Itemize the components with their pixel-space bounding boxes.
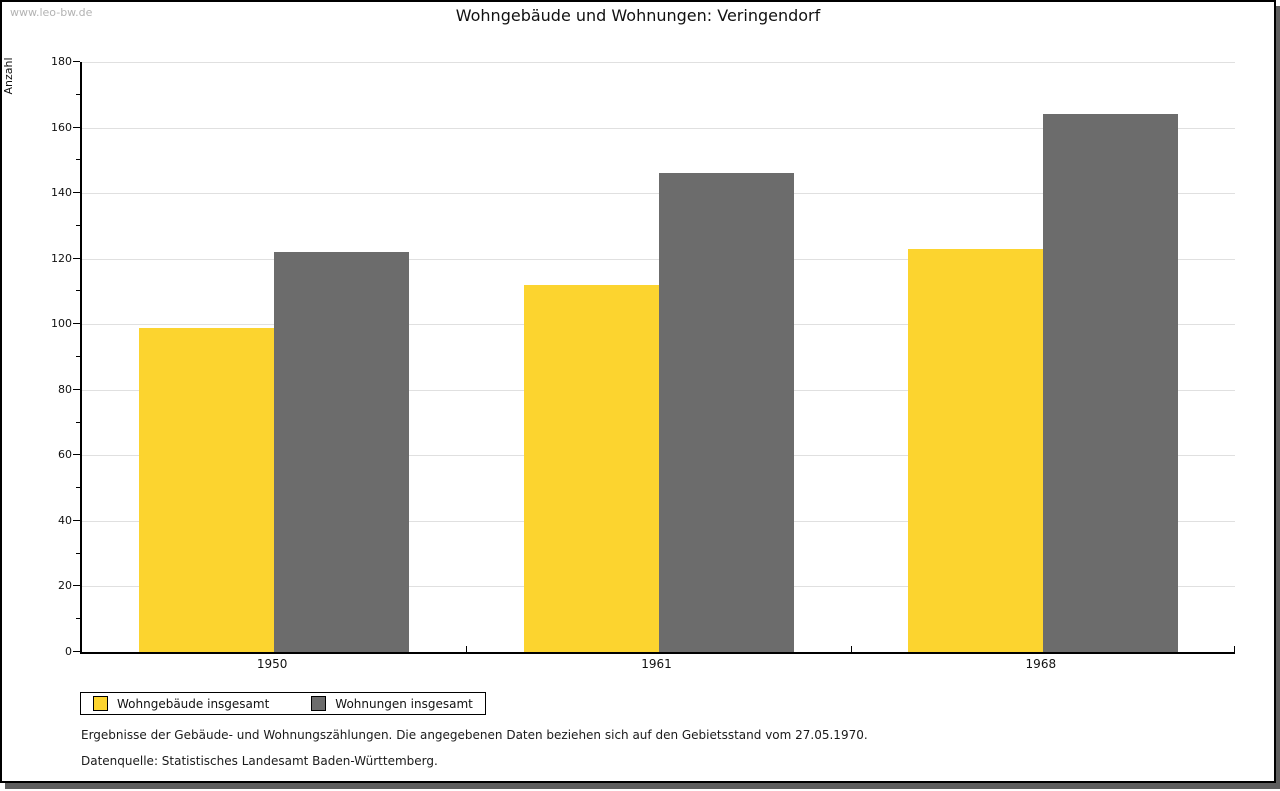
bar-wohnungen-1950 bbox=[274, 252, 410, 652]
x-boundary-tick-3 bbox=[1234, 646, 1235, 652]
y-minor-tick-130 bbox=[76, 224, 80, 226]
x-tick-label-1968: 1968 bbox=[1025, 657, 1057, 671]
legend-item-1: Wohngebäude insgesamt bbox=[93, 696, 269, 711]
chart-title: Wohngebäude und Wohnungen: Veringendorf bbox=[455, 6, 821, 25]
y-tick-20 bbox=[73, 585, 80, 587]
legend-swatch-2 bbox=[311, 696, 327, 711]
y-tick-label-100: 100 bbox=[51, 317, 72, 331]
y-tick-100 bbox=[73, 323, 80, 325]
y-tick-label-60: 60 bbox=[58, 448, 72, 462]
y-tick-label-80: 80 bbox=[58, 382, 72, 396]
y-minor-tick-50 bbox=[76, 487, 80, 489]
x-tick-label-1950: 1950 bbox=[256, 657, 288, 671]
x-boundary-tick-2 bbox=[850, 646, 852, 652]
legend: Wohngebäude insgesamt Wohnungen insgesamt bbox=[80, 692, 486, 715]
plot-area bbox=[80, 62, 1235, 654]
legend-label-1: Wohngebäude insgesamt bbox=[117, 696, 270, 711]
x-tick-label-1961: 1961 bbox=[641, 657, 672, 671]
y-minor-tick-10 bbox=[76, 618, 80, 620]
footer-note: Ergebnisse der Gebäude- und Wohnungszähl… bbox=[81, 728, 868, 742]
y-tick-160 bbox=[73, 126, 80, 128]
y-minor-tick-30 bbox=[76, 552, 80, 554]
bar-wohnungen-1961 bbox=[658, 173, 794, 652]
y-minor-tick-110 bbox=[76, 290, 80, 292]
y-minor-tick-150 bbox=[76, 159, 80, 161]
y-axis-label: Anzahl bbox=[2, 57, 15, 95]
y-minor-tick-90 bbox=[76, 356, 80, 357]
watermark-text: www.leo-bw.de bbox=[10, 6, 93, 19]
legend-label-2: Wohnungen insgesamt bbox=[335, 696, 473, 711]
bar-wohngebäude-1950 bbox=[139, 327, 275, 652]
bar-wohngebäude-1961 bbox=[523, 284, 659, 652]
gridline-160 bbox=[82, 127, 1235, 129]
y-tick-80 bbox=[73, 388, 80, 390]
y-tick-0 bbox=[73, 651, 80, 652]
bar-wohnungen-1968 bbox=[1042, 114, 1178, 652]
y-tick-label-20: 20 bbox=[58, 579, 72, 593]
y-tick-180 bbox=[73, 61, 80, 62]
y-tick-60 bbox=[73, 454, 80, 456]
y-tick-label-180: 180 bbox=[51, 55, 72, 68]
y-tick-label-120: 120 bbox=[51, 251, 72, 265]
y-tick-40 bbox=[73, 519, 80, 521]
gridline-180 bbox=[82, 62, 1235, 63]
legend-swatch-1 bbox=[93, 696, 108, 711]
legend-item-2: Wohnungen insgesamt bbox=[311, 696, 473, 711]
y-minor-tick-170 bbox=[76, 93, 80, 95]
y-tick-label-160: 160 bbox=[51, 120, 72, 134]
y-tick-label-40: 40 bbox=[58, 513, 72, 527]
bar-wohngebäude-1968 bbox=[907, 248, 1043, 652]
y-tick-140 bbox=[73, 192, 80, 194]
y-tick-label-140: 140 bbox=[51, 186, 72, 200]
y-tick-120 bbox=[73, 257, 80, 259]
y-tick-label-0: 0 bbox=[65, 645, 72, 658]
x-boundary-tick-1 bbox=[466, 646, 468, 652]
footer-source: Datenquelle: Statistisches Landesamt Bad… bbox=[81, 754, 438, 768]
y-minor-tick-70 bbox=[76, 421, 80, 423]
